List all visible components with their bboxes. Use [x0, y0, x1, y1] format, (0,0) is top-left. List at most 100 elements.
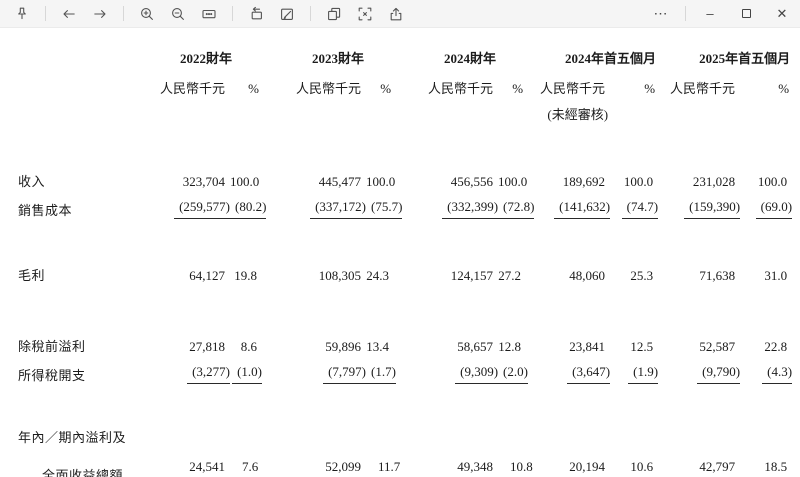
export-icon — [390, 7, 402, 20]
table-row-profit-before-tax: 除稅前溢利 27,818 8.6 59,896 13.4 58,657 12.8… — [18, 330, 792, 355]
percent-header: % — [380, 81, 392, 96]
table-cell: 231,028 — [692, 174, 736, 189]
table-cell: 124,157 — [450, 268, 494, 283]
table-cell: 23,841 — [569, 339, 606, 354]
minimize-button[interactable]: – — [692, 0, 728, 28]
table-cell: (9,309) — [394, 355, 499, 384]
table-cell: (80.2) — [230, 190, 267, 219]
table-row-total-comprehensive-income: 全面收益總額 24,541 7.6 52,099 11.7 49,348 10.… — [18, 446, 792, 477]
toolbar-divider — [123, 6, 124, 21]
table-cell: (159,390) — [658, 190, 741, 219]
table-cell: 12.5 — [630, 339, 654, 354]
actual-size-icon — [202, 9, 216, 18]
rotate-icon — [251, 6, 262, 19]
currency-header: 人民幣千元 — [296, 81, 362, 96]
export-button[interactable] — [382, 2, 410, 26]
table-cell: 100.0 — [623, 174, 654, 189]
row-label: 全面收益總額 — [42, 468, 124, 477]
table-cell: 20,194 — [526, 446, 610, 477]
document-page: 2022財年 2023財年 2024財年 2024年首五個月 2025年首五個月… — [0, 28, 800, 477]
currency-header: 人民幣千元 — [670, 81, 736, 96]
cell-value: 10.8 — [498, 459, 533, 477]
table-cell: 19.8 — [234, 268, 258, 283]
row-label: 年內／期內溢利及 — [18, 430, 127, 445]
zoom-out-icon — [172, 7, 184, 20]
row-label: 毛利 — [18, 268, 46, 283]
currency-header: 人民幣千元 — [428, 81, 494, 96]
back-button[interactable] — [55, 2, 83, 26]
table-cell: (1.0) — [230, 355, 263, 384]
table-cell: (141,632) — [526, 190, 611, 219]
pin-button[interactable] — [8, 2, 36, 26]
forward-button[interactable] — [86, 2, 114, 26]
copy-page-icon — [328, 7, 341, 20]
zoom-in-button[interactable] — [133, 2, 161, 26]
table-cell: (3,647) — [526, 355, 611, 384]
window-controls: ⋯ – ✕ — [643, 0, 800, 27]
more-options-button[interactable]: ⋯ — [643, 0, 679, 28]
spacer-row — [18, 123, 792, 165]
table-row-total-label: 年內／期內溢利及 — [18, 422, 792, 446]
table-cell: 18.5 — [740, 446, 792, 477]
forward-arrow-icon — [94, 9, 106, 18]
table-cell: 10.8 — [498, 446, 533, 477]
unaudited-note-row: (未經審核) — [18, 97, 792, 123]
table-cell: 58,657 — [457, 339, 494, 354]
scan-select-icon — [358, 7, 372, 20]
table-cell: 323,704 — [182, 174, 225, 189]
subheader-row: 人民幣千元 % 人民幣千元 % 人民幣千元 % 人民幣千元 % 人民幣千元 % — [18, 67, 792, 97]
table-cell: 31.0 — [764, 268, 788, 283]
table-cell: (4.3) — [740, 355, 793, 384]
percent-header: % — [248, 81, 260, 96]
cell-value: (159,390) — [684, 199, 741, 219]
table-cell: 12.8 — [498, 339, 522, 354]
cell-value: (69.0) — [755, 199, 793, 219]
more-options-icon: ⋯ — [653, 5, 669, 21]
cell-value: (72.8) — [498, 199, 535, 219]
table-cell: 27.2 — [498, 268, 522, 283]
table-cell: 189,692 — [562, 174, 606, 189]
cell-value: (337,172) — [310, 199, 367, 219]
table-cell: 11.7 — [366, 446, 400, 477]
cell-value: (2.0) — [498, 364, 528, 384]
maximize-button[interactable] — [728, 0, 764, 28]
cell-value: (1.9) — [628, 364, 659, 384]
cell-value: (141,632) — [554, 199, 611, 219]
scan-select-button[interactable] — [351, 2, 379, 26]
cell-value: (74.7) — [621, 199, 659, 219]
cell-value: (3,647) — [567, 364, 611, 384]
cell-value: (332,399) — [442, 199, 499, 219]
minimize-icon: – — [706, 6, 714, 21]
spacer-row — [18, 384, 792, 422]
spacer-row — [18, 219, 792, 259]
table-cell: 71,638 — [699, 268, 736, 283]
table-cell: (7,797) — [262, 355, 367, 384]
table-row-gross-profit: 毛利 64,127 19.8 108,305 24.3 124,157 27.2… — [18, 259, 792, 284]
table-row-cost-of-sales: 銷售成本 (259,577) (80.2) (337,172) (75.7) (… — [18, 190, 793, 219]
table-cell: 100.0 — [498, 174, 528, 189]
edit-icon — [281, 8, 293, 20]
table-cell: 52,099 — [262, 446, 366, 477]
zoom-out-button[interactable] — [164, 2, 192, 26]
cell-value: (9,790) — [697, 364, 741, 384]
col-header-2024: 2024財年 — [444, 51, 497, 66]
table-cell: (259,577) — [130, 190, 230, 219]
percent-header: % — [512, 81, 524, 96]
cell-value: 11.7 — [366, 459, 400, 477]
actual-size-button[interactable] — [195, 2, 223, 26]
edit-button[interactable] — [273, 2, 301, 26]
copy-page-button[interactable] — [320, 2, 348, 26]
cell-value: (259,577) — [174, 199, 230, 219]
cell-value: (80.2) — [230, 199, 267, 219]
close-button[interactable]: ✕ — [764, 0, 800, 28]
unaudited-note: (未經審核) — [547, 107, 609, 122]
table-cell: 49,348 — [394, 446, 498, 477]
row-label: 所得稅開支 — [18, 368, 86, 383]
rotate-button[interactable] — [242, 2, 270, 26]
table-cell: (69.0) — [740, 190, 793, 219]
table-cell: (332,399) — [394, 190, 499, 219]
table-cell: 59,896 — [325, 339, 362, 354]
percent-header: % — [778, 81, 790, 96]
col-header-2025-5m: 2025年首五個月 — [699, 51, 791, 66]
col-header-2023: 2023財年 — [312, 51, 365, 66]
